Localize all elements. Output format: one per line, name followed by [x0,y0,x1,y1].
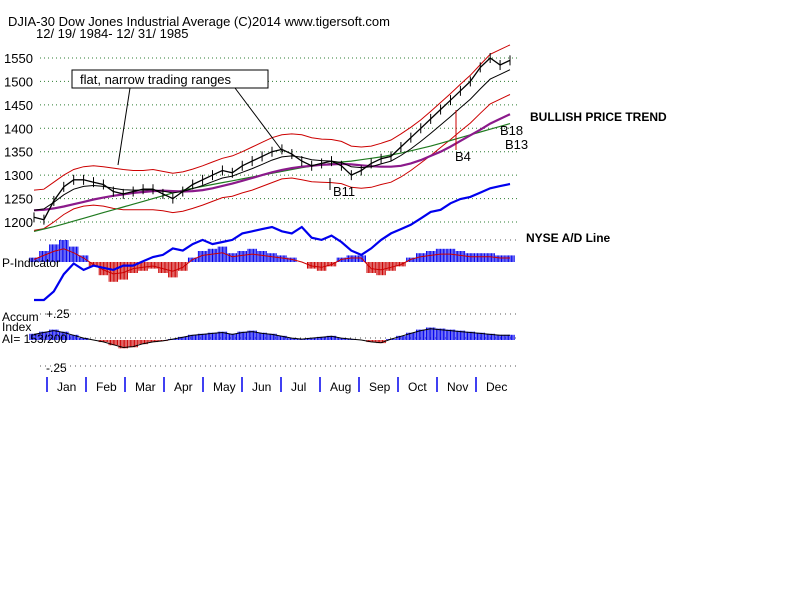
annotation-box [71,69,269,89]
price-tick-label: 1250 [4,192,33,207]
accum-bottom-tick: -.25 [46,361,67,375]
price-tick-label: 1450 [4,98,33,113]
signal-b13: B13 [505,137,528,152]
accum-index-histogram [29,327,515,349]
signal-b18: B18 [500,123,523,138]
ad-line-layer [34,182,511,302]
upper-band-line [33,44,511,191]
accum-label-line2: Index [2,320,31,334]
price-axis-labels: 1550 1500 1450 1400 1350 1300 1250 1200 [4,51,33,230]
annotation-arrow-right [234,87,284,153]
bullish-trend-label: BULLISH PRICE TREND [530,110,667,124]
month-label: May [213,380,236,394]
month-label: Apr [174,380,193,394]
month-label: Oct [408,380,427,394]
price-tick-label: 1500 [4,74,33,89]
date-range: 12/ 19/ 1984- 12/ 31/ 1985 [36,26,189,41]
chart-title: DJIA-30 Dow Jones Industrial Average (C)… [8,14,390,29]
nyse-ad-line [34,182,511,302]
price-line-layer [33,53,511,225]
price-tick-label: 1350 [4,145,33,160]
p-indicator-ma-line [33,248,510,275]
month-label: Sep [369,380,391,394]
short-ma-line [33,69,511,211]
month-axis: Jan Feb Mar Apr May Jun Jul Aug Sep Oct Nov Dec [46,376,512,394]
month-label: Jan [57,380,76,394]
price-tick-label: 1200 [4,215,33,230]
accum-top-tick: +.25 [46,307,70,321]
accum-ma-line [33,328,510,349]
signal-b4: B4 [455,149,471,164]
ad-line-label: NYSE A/D Line [526,231,611,245]
signal-b11: B11 [333,184,355,199]
long-ma-line [33,123,511,232]
month-label: Dec [486,380,507,394]
price-tick-label: 1300 [4,168,33,183]
annotation-arrow-left [117,87,131,166]
price-tick-label: 1400 [4,121,33,136]
accum-label-line1: Accum [2,310,39,324]
price-gridlines [40,57,520,367]
month-label: Jul [291,380,306,394]
month-label: Jun [252,380,271,394]
p-indicator-histogram [29,240,515,282]
month-label: Nov [447,380,468,394]
month-label: Aug [330,380,351,394]
p-indicator-label: P-Indicator [2,256,60,270]
ai-value-label: AI= 153/200 [2,332,67,346]
month-label: Feb [96,380,117,394]
price-tick-label: 1550 [4,51,33,66]
annotation-flat-ranges: flat, narrow trading ranges [80,72,232,87]
month-label: Mar [135,380,156,394]
